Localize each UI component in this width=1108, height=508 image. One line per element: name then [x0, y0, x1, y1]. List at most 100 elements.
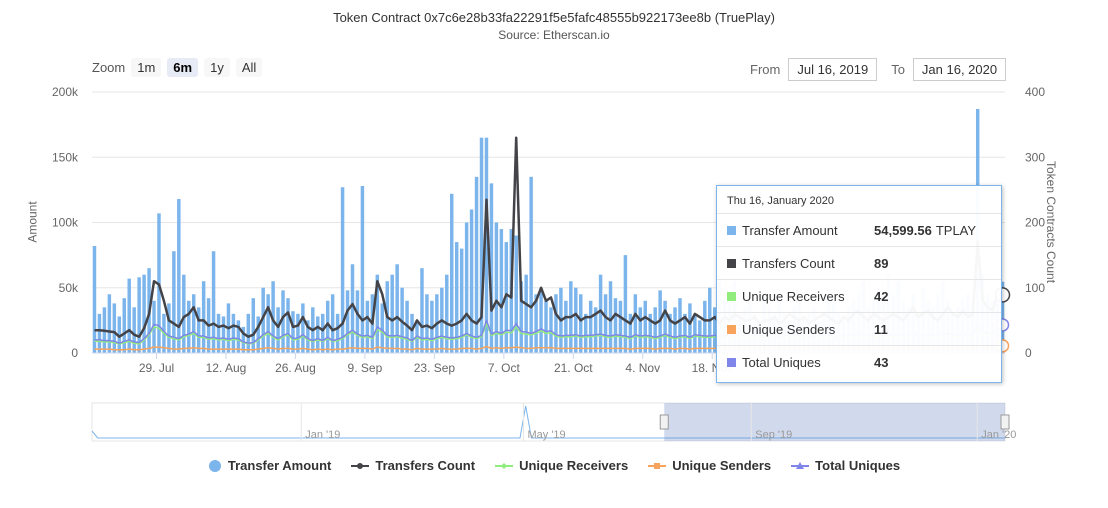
tooltip-row-transfer-amount: Transfer Amount 54,599.56 TPLAY [717, 213, 1001, 246]
legend-item-transfers-count[interactable]: Transfers Count [351, 458, 475, 473]
line-marker-icon [351, 462, 370, 469]
bar [221, 316, 226, 353]
bar [688, 303, 692, 353]
tooltip-swatch [727, 324, 736, 334]
bar [663, 300, 667, 353]
bar [494, 222, 499, 353]
y-tick-label-right: 0 [1025, 346, 1032, 360]
navigator: Jan '19 May '19 Sep '19 Jan '20 [91, 402, 1016, 442]
bar [643, 300, 647, 353]
bar [593, 307, 598, 353]
x-tick-label: 9. Sep [348, 361, 383, 375]
navigator-tick-label: Jan '19 [305, 429, 340, 441]
bar [420, 268, 424, 353]
bar [554, 294, 558, 353]
zoom-1m-button[interactable]: 1m [131, 58, 162, 77]
tooltip-value: 43 [874, 354, 889, 370]
y-tick-label-left: 200k [52, 85, 79, 99]
y-tick-label-right: 300 [1025, 150, 1045, 164]
to-label: To [891, 62, 905, 77]
zoom-6m-button[interactable]: 6m [167, 58, 199, 77]
bar [410, 313, 414, 353]
tooltip-label: Transfer Amount [742, 222, 838, 238]
bar [281, 290, 285, 353]
bar [325, 300, 330, 353]
tooltip-row-unique-senders: Unique Senders 11 [717, 312, 1001, 345]
bar [316, 316, 320, 353]
bar [638, 307, 643, 353]
x-tick-label: 21. Oct [554, 361, 593, 375]
bar [92, 245, 97, 353]
chart-title: Token Contract 0x7c6e28b33fa22291f5e5faf… [333, 10, 775, 25]
navigator-frame [91, 402, 1006, 442]
navigator-handle [1000, 414, 1010, 430]
bar [712, 307, 717, 353]
bar [182, 274, 186, 353]
bar [524, 274, 528, 353]
bar [211, 251, 216, 353]
legend-item-total-uniques[interactable]: Total Uniques [791, 458, 900, 473]
zoom-controls: Zoom 1m 6m 1y All [92, 58, 263, 77]
x-tick-label: 26. Aug [275, 361, 316, 375]
y-tick-label-left: 50k [59, 281, 79, 295]
bar [380, 303, 385, 353]
bar [653, 307, 657, 353]
bar [320, 313, 325, 353]
bar [529, 176, 533, 353]
bar [499, 229, 504, 353]
from-date-input[interactable]: Jul 16, 2019 [788, 58, 878, 81]
bar [177, 199, 181, 353]
bar [648, 313, 652, 353]
bar [683, 313, 687, 353]
navigator-selection [664, 403, 1005, 441]
legend-label: Transfer Amount [227, 458, 332, 473]
bar [172, 251, 176, 353]
bar [703, 300, 707, 353]
bar [291, 311, 295, 353]
zoom-all-button[interactable]: All [235, 58, 263, 77]
bar [544, 300, 548, 353]
y-tick-label-right: 200 [1025, 216, 1045, 230]
tooltip: Thu 16, January 2020 Transfer Amount 54,… [716, 185, 1002, 383]
bar [251, 298, 256, 353]
bar [301, 303, 305, 353]
bar [375, 274, 380, 353]
bar [514, 235, 518, 353]
line-marker-icon [648, 462, 667, 469]
bar [117, 316, 122, 353]
bar [608, 281, 613, 353]
to-date-input[interactable]: Jan 16, 2020 [912, 58, 1007, 81]
legend-label: Unique Senders [672, 458, 772, 473]
bar [350, 264, 355, 353]
zoom-1y-button[interactable]: 1y [204, 58, 230, 77]
bar [673, 307, 677, 353]
bar [489, 183, 494, 353]
legend-item-unique-senders[interactable]: Unique Senders [648, 458, 771, 473]
x-tick-label: 4. Nov [625, 361, 660, 375]
bar [241, 326, 246, 353]
bar [693, 313, 697, 353]
legend-item-transfer-amount[interactable]: Transfer Amount [208, 458, 332, 473]
bar [390, 274, 394, 353]
y-tick-label-right: 100 [1025, 281, 1045, 295]
tooltip-value: 89 [874, 255, 889, 271]
y-axis-left: 0 50k 100k 150k 200k [52, 85, 79, 360]
circle-marker-icon [208, 459, 221, 472]
bar [574, 287, 578, 353]
bar [112, 303, 117, 353]
y-tick-label-left: 0 [71, 346, 78, 360]
bar [454, 242, 459, 353]
tooltip-label: Total Uniques [742, 354, 821, 370]
bar [469, 209, 474, 353]
zoom-label: Zoom [92, 60, 126, 75]
bar [628, 313, 633, 353]
navigator-tick-label: Sep '19 [755, 429, 792, 441]
bar [276, 307, 280, 353]
bar [539, 287, 543, 353]
legend-item-unique-receivers[interactable]: Unique Receivers [495, 458, 628, 473]
bar [196, 307, 201, 353]
legend-label: Unique Receivers [519, 458, 629, 473]
legend: Transfer Amount Transfers Count Unique R… [0, 458, 1108, 473]
y-tick-label-left: 150k [52, 150, 79, 164]
bar [395, 264, 399, 353]
